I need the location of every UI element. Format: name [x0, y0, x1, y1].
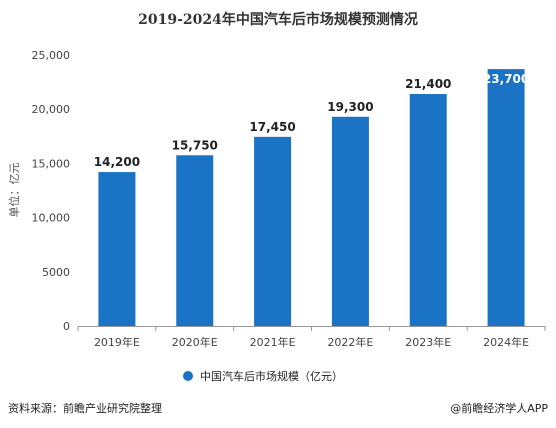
- bar-value-label: 19,300: [327, 100, 373, 114]
- y-tick-label: 5000: [42, 266, 70, 279]
- x-tick-label: 2023年E: [405, 335, 451, 349]
- bars-group: [98, 69, 525, 327]
- legend: 中国汽车后市场规模（亿元）: [183, 369, 343, 383]
- bar-value-label: 17,450: [249, 120, 295, 134]
- bar: [176, 155, 214, 326]
- footer-credit: @前瞻经济学人APP: [450, 401, 548, 415]
- x-tick-label: 2022年E: [327, 335, 373, 349]
- y-tick-label: 20,000: [32, 103, 71, 116]
- chart-title: 2019-2024年中国汽车后市场规模预测情况: [138, 11, 418, 28]
- y-tick-label: 25,000: [32, 49, 71, 62]
- x-axis-ticks: 2019年E 2020年E 2021年E 2022年E 2023年E 2024年E: [77, 326, 546, 349]
- bar-value-label: 15,750: [172, 138, 218, 152]
- bar: [98, 172, 136, 326]
- bar: [254, 136, 292, 326]
- y-tick-label: 0: [63, 320, 70, 333]
- bar-value-label: 23,700: [483, 72, 529, 86]
- y-axis-label: 单位：亿元: [7, 163, 21, 218]
- x-tick-label: 2020年E: [172, 335, 218, 349]
- footer-source: 资料来源：前瞻产业研究院整理: [8, 401, 162, 415]
- legend-label: 中国汽车后市场规模（亿元）: [200, 369, 343, 383]
- y-tick-label: 10,000: [32, 212, 71, 225]
- bar: [487, 69, 525, 326]
- bar-value-label: 21,400: [405, 77, 451, 91]
- x-tick-label: 2019年E: [94, 335, 140, 349]
- legend-marker: [183, 371, 193, 381]
- x-tick-label: 2024年E: [483, 335, 529, 349]
- y-axis-ticks: 0 5000 10,000 15,000 20,000 25,000: [32, 49, 71, 333]
- value-labels-group: 14,200 15,750 17,450 19,300 21,400 23,700: [94, 72, 529, 169]
- bar-value-label: 14,200: [94, 155, 140, 169]
- y-tick-label: 15,000: [32, 157, 71, 170]
- bar: [331, 116, 369, 327]
- bar: [409, 94, 447, 326]
- x-tick-label: 2021年E: [250, 335, 296, 349]
